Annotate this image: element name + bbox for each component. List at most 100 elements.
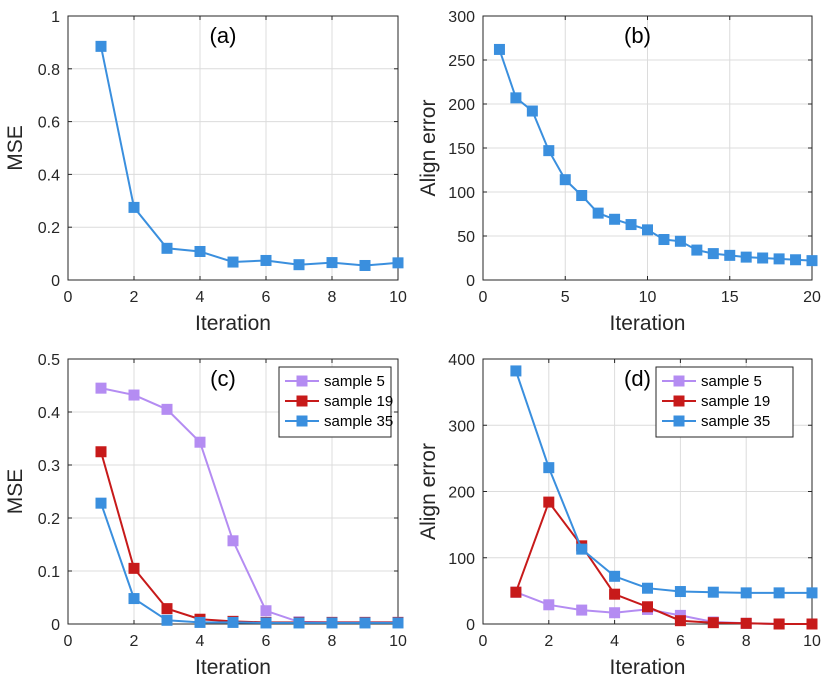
series-line <box>100 502 398 624</box>
plot-area <box>68 16 398 280</box>
x-tick-label: 10 <box>389 289 407 306</box>
data-point <box>773 587 785 599</box>
y-tick-label: 300 <box>448 418 475 435</box>
y-tick-label: 1 <box>51 9 60 26</box>
x-tick-label: 10 <box>639 289 657 306</box>
y-tick-label: 0.6 <box>38 115 60 132</box>
data-point <box>757 252 769 264</box>
data-point <box>674 615 686 627</box>
data-point <box>806 255 818 267</box>
data-point <box>790 254 802 266</box>
legend-item: sample 35 <box>285 413 393 430</box>
data-point <box>194 616 206 628</box>
legend-item: sample 19 <box>662 393 770 410</box>
series-line <box>100 46 399 267</box>
y-tick-label: 100 <box>448 551 475 568</box>
data-point <box>576 543 588 555</box>
data-point <box>707 248 719 260</box>
data-point <box>161 403 173 415</box>
y-tick-label: 0.8 <box>38 62 60 79</box>
legend-label: sample 19 <box>701 393 770 410</box>
data-point <box>95 382 107 394</box>
x-axis-label: Iteration <box>610 312 686 335</box>
y-axis-label: Align error <box>417 100 440 197</box>
data-point <box>724 249 736 261</box>
data-point <box>609 213 621 225</box>
data-point <box>326 257 338 269</box>
x-tick-label: 10 <box>803 633 821 650</box>
y-tick-label: 0.2 <box>38 511 60 528</box>
data-point <box>260 617 272 629</box>
x-axis-label: Iteration <box>195 312 271 335</box>
panel-label: (a) <box>210 23 237 48</box>
legend-item: sample 5 <box>285 373 385 390</box>
y-tick-label: 0 <box>51 273 60 290</box>
x-tick-label: 0 <box>479 633 488 650</box>
data-point <box>674 586 686 598</box>
panel-label: (d) <box>624 366 651 391</box>
x-tick-label: 0 <box>64 633 73 650</box>
data-point <box>293 617 305 629</box>
data-point <box>260 605 272 617</box>
y-tick-label: 50 <box>457 229 475 246</box>
y-tick-label: 400 <box>448 352 475 369</box>
data-point <box>543 462 555 474</box>
x-tick-label: 2 <box>130 633 139 650</box>
data-point <box>392 617 404 629</box>
legend-marker <box>296 415 308 427</box>
data-point <box>806 618 818 630</box>
data-point <box>227 535 239 547</box>
y-tick-label: 0.4 <box>38 167 60 184</box>
data-point <box>510 92 522 104</box>
data-point <box>161 603 173 615</box>
data-point <box>543 496 555 508</box>
legend-marker <box>673 415 685 427</box>
y-axis-label: MSE <box>4 469 27 515</box>
data-point <box>493 43 505 55</box>
legend-item: sample 35 <box>662 413 770 430</box>
legend: sample 5 sample 19 sample 35 <box>278 366 393 438</box>
y-tick-label: 0 <box>466 617 475 634</box>
data-point <box>128 201 140 213</box>
data-point <box>806 587 818 599</box>
data-point <box>576 190 588 202</box>
data-point <box>326 617 338 629</box>
data-point <box>658 234 670 246</box>
data-point <box>194 436 206 448</box>
data-point <box>227 616 239 628</box>
data-point <box>95 497 107 509</box>
series-align-error <box>493 43 818 267</box>
chart-panel-b: 0 5 10 15 20050100150200250300IterationAlign… <box>417 9 821 335</box>
x-tick-label: 4 <box>196 633 205 650</box>
x-tick-label: 8 <box>742 633 751 650</box>
x-axis-label: Iteration <box>195 656 271 679</box>
legend-label: sample 5 <box>701 373 762 390</box>
x-axis-label: Iteration <box>610 656 686 679</box>
y-tick-label: 0 <box>51 617 60 634</box>
x-tick-label: 4 <box>610 633 619 650</box>
data-point <box>740 617 752 629</box>
chart-panel-c: 0 2 4 6 8 10 0 0.1 0.2 0.3 0.4 0.5 Iteration MSE (c) sa… <box>4 352 407 679</box>
data-point <box>543 145 555 157</box>
axes-frame <box>482 15 813 281</box>
series-sample-35 <box>510 365 818 599</box>
legend-label: sample 19 <box>324 393 393 410</box>
data-point <box>392 257 404 269</box>
series-line <box>514 370 812 594</box>
series-line <box>514 500 812 625</box>
x-tick-label: 0 <box>64 289 73 306</box>
data-point <box>642 601 653 613</box>
legend-label: sample 35 <box>701 413 770 430</box>
legend: sample 5 sample 19 sample 35 <box>655 366 794 438</box>
data-point <box>707 586 719 598</box>
x-tick-label: 20 <box>803 289 821 306</box>
y-tick-label: 200 <box>448 485 475 502</box>
data-point <box>510 365 522 377</box>
x-tick-label: 8 <box>328 633 337 650</box>
legend-item: sample 5 <box>662 373 762 390</box>
x-tick-label: 15 <box>721 289 739 306</box>
y-tick-label: 0 <box>466 273 475 290</box>
data-point <box>740 251 752 263</box>
